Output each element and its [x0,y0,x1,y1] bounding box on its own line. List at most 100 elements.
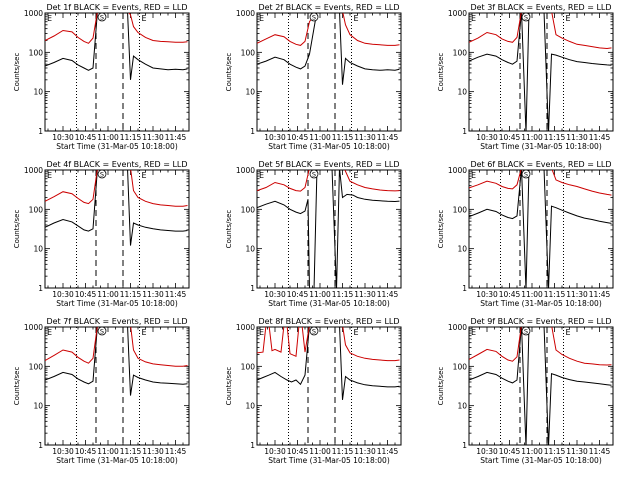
x-tick-label: 11:30 [142,133,164,142]
panel-title: Det 9f BLACK = Events, RED = LLD [470,317,611,326]
event-marker-s: S [524,328,528,336]
series-line-events [257,170,400,288]
y-tick-label: 1000 [448,9,467,18]
x-tick-label: 11:00 [97,290,119,299]
series-line-lld [45,327,188,367]
y-tick-label: 100 [453,205,468,214]
plot-area [45,327,188,445]
event-marker-circle [309,12,319,22]
x-tick-label: 11:45 [589,447,611,456]
plot-frame [256,12,402,132]
x-tick-label: 11:15 [332,133,354,142]
series-line-events [45,327,188,396]
x-tick-label: 10:45 [75,133,97,142]
x-tick-label: 11:30 [566,447,588,456]
y-tick-label: 100 [29,362,44,371]
y-tick-label: 1 [250,284,255,293]
x-tick-label: 11:15 [332,290,354,299]
x-tick-label: 11:45 [377,133,399,142]
plot-area [257,327,400,445]
x-tick-label: 10:45 [75,447,97,456]
event-marker-circle [97,169,107,179]
series-line-lld [257,170,400,192]
plot-area [45,13,188,131]
y-tick-label: 1000 [448,323,467,332]
x-tick-label: 11:30 [354,133,376,142]
series-line-lld [469,13,612,50]
plot-frame [256,169,402,289]
x-tick-label: 11:45 [589,290,611,299]
panel-title: Det 3f BLACK = Events, RED = LLD [470,3,611,12]
y-tick-label: 10 [457,402,467,411]
event-marker-s: S [312,14,316,22]
panel-9: Det 9f BLACK = Events, RED = LLD 1 10 100 10… [437,317,614,465]
y-axis-label: Counts/sec [13,210,21,249]
x-tick-label: 11:30 [566,133,588,142]
event-marker-e: E [566,328,571,337]
series-line-lld [257,13,400,46]
event-marker-circle [521,326,531,336]
panel-title: Det 8f BLACK = Events, RED = LLD [258,317,399,326]
y-tick-label: 1 [38,284,43,293]
x-tick-label: 11:45 [377,290,399,299]
x-axis-label: Start Time (31-Mar-05 10:18:00) [268,299,390,308]
event-marker-circle [521,169,531,179]
x-tick-label: 10:45 [499,290,521,299]
x-tick-label: 11:30 [354,290,376,299]
y-axis-label: Counts/sec [437,53,445,92]
event-marker-e: E [471,328,476,337]
x-tick-label: 10:30 [476,133,498,142]
event-marker-s: S [312,328,316,336]
event-marker-e: E [354,328,359,337]
y-tick-label: 1 [38,127,43,136]
x-tick-label: 11:45 [165,447,187,456]
event-marker-circle [309,169,319,179]
panel-7: Det 7f BLACK = Events, RED = LLD 1 10 100 10… [13,317,190,465]
panel-8: Det 8f BLACK = Events, RED = LLD 1 10 100 10… [225,317,402,465]
panel-title: Det 1f BLACK = Events, RED = LLD [46,3,187,12]
y-tick-label: 10 [245,88,255,97]
x-tick-label: 11:15 [544,133,566,142]
event-marker-e: E [259,14,264,23]
x-tick-label: 11:00 [309,447,331,456]
y-tick-label: 1 [462,127,467,136]
x-tick-label: 10:45 [287,290,309,299]
x-tick-label: 11:45 [165,290,187,299]
event-marker-e: E [354,14,359,23]
event-marker-e: E [259,328,264,337]
x-tick-label: 11:00 [521,290,543,299]
x-tick-label: 11:15 [120,290,142,299]
y-tick-label: 10 [33,245,43,254]
event-marker-circle [309,326,319,336]
y-axis-label: Counts/sec [225,210,233,249]
x-axis-label: Start Time (31-Mar-05 10:18:00) [56,142,178,151]
x-tick-label: 11:00 [309,133,331,142]
plot-area [469,13,612,131]
y-tick-label: 10 [457,245,467,254]
series-line-events [257,13,400,85]
y-axis-label: Counts/sec [225,53,233,92]
panel-title: Det 5f BLACK = Events, RED = LLD [258,160,399,169]
event-marker-e: E [47,14,52,23]
y-tick-label: 1 [462,441,467,450]
x-tick-label: 11:45 [165,133,187,142]
panel-title: Det 7f BLACK = Events, RED = LLD [46,317,187,326]
y-tick-label: 100 [241,48,256,57]
series-line-events [469,327,612,445]
panel-title: Det 6f BLACK = Events, RED = LLD [470,160,611,169]
x-tick-label: 11:00 [97,447,119,456]
x-tick-label: 10:30 [52,133,74,142]
series-line-events [257,327,400,400]
plot-frame [468,169,614,289]
x-axis-label: Start Time (31-Mar-05 10:18:00) [480,456,602,465]
x-tick-label: 10:30 [52,447,74,456]
plot-area [469,170,612,288]
y-tick-label: 100 [241,362,256,371]
event-marker-e: E [354,171,359,180]
x-tick-label: 11:00 [97,133,119,142]
event-marker-s: S [100,14,104,22]
x-tick-label: 11:45 [589,133,611,142]
y-tick-label: 100 [241,205,256,214]
x-tick-label: 11:15 [332,447,354,456]
event-marker-s: S [524,171,528,179]
